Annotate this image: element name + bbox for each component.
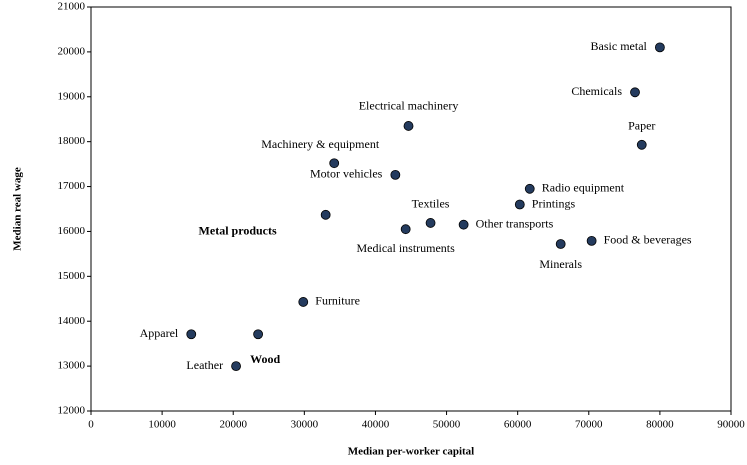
data-point <box>586 235 597 246</box>
data-point <box>320 209 331 220</box>
plot-frame <box>90 6 732 412</box>
x-tick-label: 80000 <box>646 419 674 431</box>
point-label: Food & beverages <box>604 233 692 247</box>
y-tick-label: 14000 <box>58 315 86 327</box>
y-tick-label: 15000 <box>58 270 86 282</box>
data-point <box>329 158 340 169</box>
x-tick-label: 90000 <box>717 419 745 431</box>
data-point <box>400 224 411 235</box>
data-point <box>524 183 535 194</box>
y-tick-label: 19000 <box>58 90 86 102</box>
point-label: Metal products <box>199 224 277 238</box>
y-tick-label: 21000 <box>58 1 86 13</box>
point-label: Paper <box>628 119 655 133</box>
y-tick-label: 20000 <box>58 45 86 57</box>
x-tick-label: 40000 <box>362 419 390 431</box>
x-tick-label: 60000 <box>504 419 532 431</box>
point-label: Medical instruments <box>357 241 456 255</box>
point-label: Minerals <box>539 257 582 271</box>
point-label: Leather <box>186 358 223 372</box>
data-point <box>390 169 401 180</box>
y-tick-label: 17000 <box>58 180 86 192</box>
x-tick-label: 10000 <box>148 419 176 431</box>
point-label: Apparel <box>140 326 179 340</box>
point-label: Machinery & equipment <box>261 137 380 151</box>
data-point <box>186 329 197 340</box>
data-point <box>403 121 414 131</box>
y-tick-label: 16000 <box>58 225 86 237</box>
y-tick-label: 18000 <box>58 135 86 147</box>
data-point <box>555 239 566 249</box>
x-tick-label: 50000 <box>433 419 461 431</box>
data-point <box>514 199 525 210</box>
x-tick-label: 20000 <box>219 419 247 431</box>
x-axis-title: Median per-worker capital <box>348 446 474 458</box>
point-label: Furniture <box>315 294 360 308</box>
x-tick-label: 0 <box>88 419 94 431</box>
y-tick-label: 13000 <box>58 360 86 372</box>
point-label: Other transports <box>476 216 554 230</box>
data-point <box>654 42 665 53</box>
point-label: Motor vehicles <box>310 167 383 181</box>
point-label: Radio equipment <box>542 181 625 195</box>
data-point <box>636 139 647 150</box>
point-label: Textiles <box>412 197 450 211</box>
point-label: Printings <box>532 196 576 210</box>
point-label: Basic metal <box>591 39 648 53</box>
data-point <box>231 361 241 372</box>
point-label: Electrical machinery <box>359 99 459 113</box>
data-point <box>458 219 469 230</box>
y-tick-label: 12000 <box>58 405 86 417</box>
y-axis-title: Median real wage <box>12 167 24 251</box>
point-label: Chemicals <box>571 84 622 98</box>
data-point <box>298 297 309 307</box>
point-label: Wood <box>250 352 280 366</box>
data-point <box>425 218 436 228</box>
x-tick-label: 70000 <box>575 419 603 431</box>
data-point <box>253 329 264 340</box>
data-point <box>630 87 640 98</box>
x-tick-label: 30000 <box>291 419 319 431</box>
